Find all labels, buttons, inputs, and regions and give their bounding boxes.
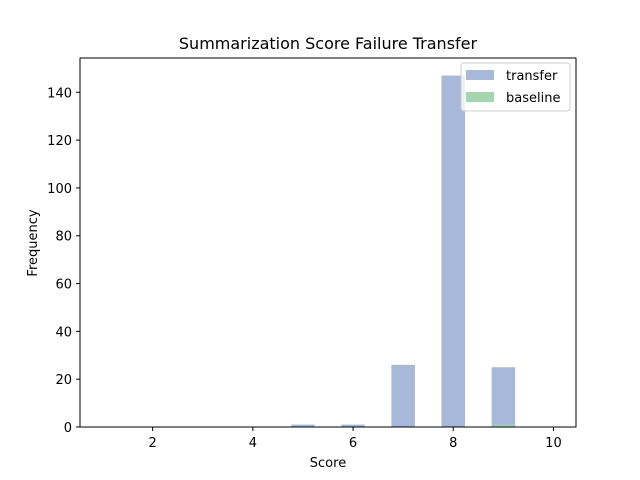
chart-title: Summarization Score Failure Transfer [179,34,478,53]
y-tick-label: 40 [55,325,72,340]
legend-label-baseline: baseline [506,91,560,106]
y-tick-label: 140 [47,86,72,101]
x-axis: 2 4 6 8 10 [149,427,562,451]
bar-transfer-5 [291,424,315,427]
plot-frame [79,57,577,428]
x-tick-label: 2 [149,436,157,451]
bar-transfer-8 [441,75,466,428]
y-tick-label: 0 [64,421,72,436]
x-axis-label: Score [310,456,346,471]
x-tick-label: 6 [349,436,357,451]
legend-swatch-transfer [466,70,494,80]
x-tick-label: 8 [449,436,457,451]
y-tick-label: 100 [47,182,72,197]
y-axis-label: Frequency [26,209,41,276]
legend-label-transfer: transfer [506,69,558,84]
bar-baseline-9 [491,424,516,427]
legend: transfer baseline [460,62,571,112]
bars-group [291,75,516,428]
legend-swatch-baseline [466,92,494,102]
y-tick-label: 60 [55,278,72,293]
x-tick-label: 10 [545,436,562,451]
y-axis: 0 20 40 60 80 100 120 140 [47,86,80,436]
bar-transfer-6 [341,424,365,427]
y-tick-label: 80 [55,230,72,245]
y-tick-label: 20 [55,373,72,388]
y-tick-label: 120 [47,134,72,149]
x-tick-label: 4 [249,436,257,451]
bar-transfer-9 [491,367,516,427]
bar-transfer-7 [391,364,415,427]
